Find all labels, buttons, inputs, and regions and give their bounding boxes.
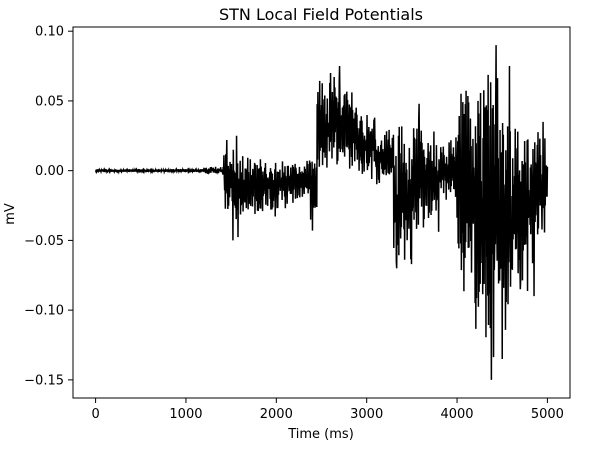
series-line-group (94, 45, 549, 380)
axes-frame (72, 26, 571, 399)
y-tick-label: 0.10 (35, 25, 64, 40)
chart-title: STN Local Field Potentials (219, 5, 423, 24)
axes-group: 0 1000 2000 3000 4000 5000 −0.15 −0.10 −0.05 0.00… (24, 25, 571, 422)
lfp-series-line (94, 45, 549, 380)
x-tick-label: 1000 (169, 407, 202, 422)
x-tick-label: 3000 (350, 407, 383, 422)
y-axis-label: mV (3, 203, 18, 225)
y-tick-label: −0.15 (24, 373, 64, 388)
y-tick-label: −0.05 (24, 234, 64, 249)
x-tick-label: 2000 (260, 407, 293, 422)
x-tick-label: 0 (91, 407, 99, 422)
y-tick-label: 0.00 (35, 164, 64, 179)
y-tick-label: 0.05 (35, 94, 64, 109)
x-tick-label: 4000 (440, 407, 473, 422)
x-tick-label: 5000 (531, 407, 564, 422)
x-axis-label: Time (ms) (287, 427, 354, 442)
y-tick-label: −0.10 (24, 304, 64, 319)
